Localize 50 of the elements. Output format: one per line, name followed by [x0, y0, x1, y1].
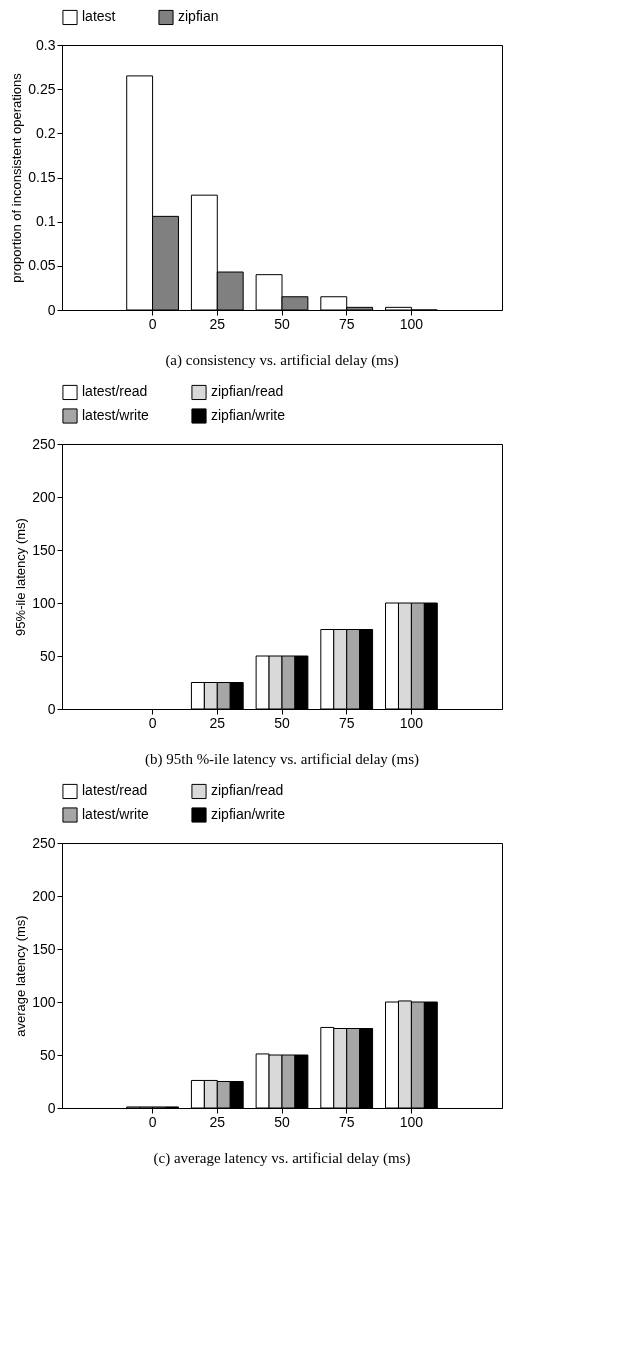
- text: (a) consistency vs. artificial delay (ms): [165, 352, 399, 369]
- legend-label: latest/read: [82, 782, 148, 799]
- legend-label: latest/read: [82, 383, 148, 400]
- x-tick-label: 75: [338, 315, 355, 332]
- y-tick-label: 0.3: [36, 36, 56, 53]
- x-tick-label: 0: [148, 714, 157, 731]
- legend-label: zipfian/write: [211, 806, 286, 822]
- x-tick-label: 75: [338, 1113, 355, 1130]
- x-tick-label: 100: [399, 714, 424, 731]
- y-tick-label: 0: [47, 1099, 56, 1116]
- legend-label: latest: [82, 8, 116, 25]
- y-tick-label: 50: [39, 647, 56, 664]
- x-tick-label: 100: [399, 1113, 424, 1130]
- x-tick-label: 25: [209, 315, 226, 332]
- y-tick-label: 200: [32, 488, 56, 505]
- y-axis-title: 95%-ile latency (ms): [13, 518, 29, 636]
- y-tick-label: 250: [32, 834, 56, 851]
- x-tick-label: 50: [274, 714, 290, 731]
- y-tick-label: 150: [32, 940, 56, 957]
- y-tick-label: 0.1: [36, 213, 56, 230]
- x-tick-label: 25: [209, 1113, 226, 1130]
- y-tick-label: 150: [32, 541, 56, 558]
- y-tick-label: 0: [47, 700, 56, 717]
- y-tick-label: 50: [39, 1046, 56, 1063]
- legend-label: latest/write: [82, 806, 150, 822]
- text: (c) average latency vs. artificial delay (ms): [153, 1150, 411, 1167]
- legend-label: latest/write: [82, 407, 150, 423]
- y-tick-label: 0.25: [28, 80, 56, 97]
- y-tick-label: 0: [47, 301, 56, 318]
- y-tick-label: 0.15: [28, 169, 56, 185]
- legend-label: zipfian: [178, 8, 219, 25]
- legend-label: zipfian/read: [211, 782, 284, 799]
- legend-label: zipfian/read: [211, 383, 284, 400]
- x-tick-label: 50: [274, 1113, 290, 1130]
- y-tick-label: 100: [32, 594, 56, 611]
- y-tick-label: 0.05: [28, 257, 56, 274]
- y-tick-label: 0.2: [36, 124, 56, 141]
- y-tick-label: 100: [32, 993, 56, 1010]
- x-tick-label: 75: [338, 714, 355, 731]
- y-tick-label: 200: [32, 887, 56, 904]
- x-tick-label: 50: [274, 315, 290, 332]
- x-tick-label: 100: [399, 315, 424, 332]
- x-tick-label: 0: [148, 315, 157, 332]
- y-tick-label: 250: [32, 435, 56, 452]
- text: (b) 95th %-ile latency vs. artificial delay (ms): [144, 751, 420, 768]
- y-axis-title: proportion of inconsistent operations: [9, 72, 25, 283]
- legend-label: zipfian/write: [211, 407, 286, 423]
- x-tick-label: 0: [148, 1113, 157, 1130]
- y-axis-title: average latency (ms): [13, 915, 29, 1037]
- x-tick-label: 25: [209, 714, 226, 731]
